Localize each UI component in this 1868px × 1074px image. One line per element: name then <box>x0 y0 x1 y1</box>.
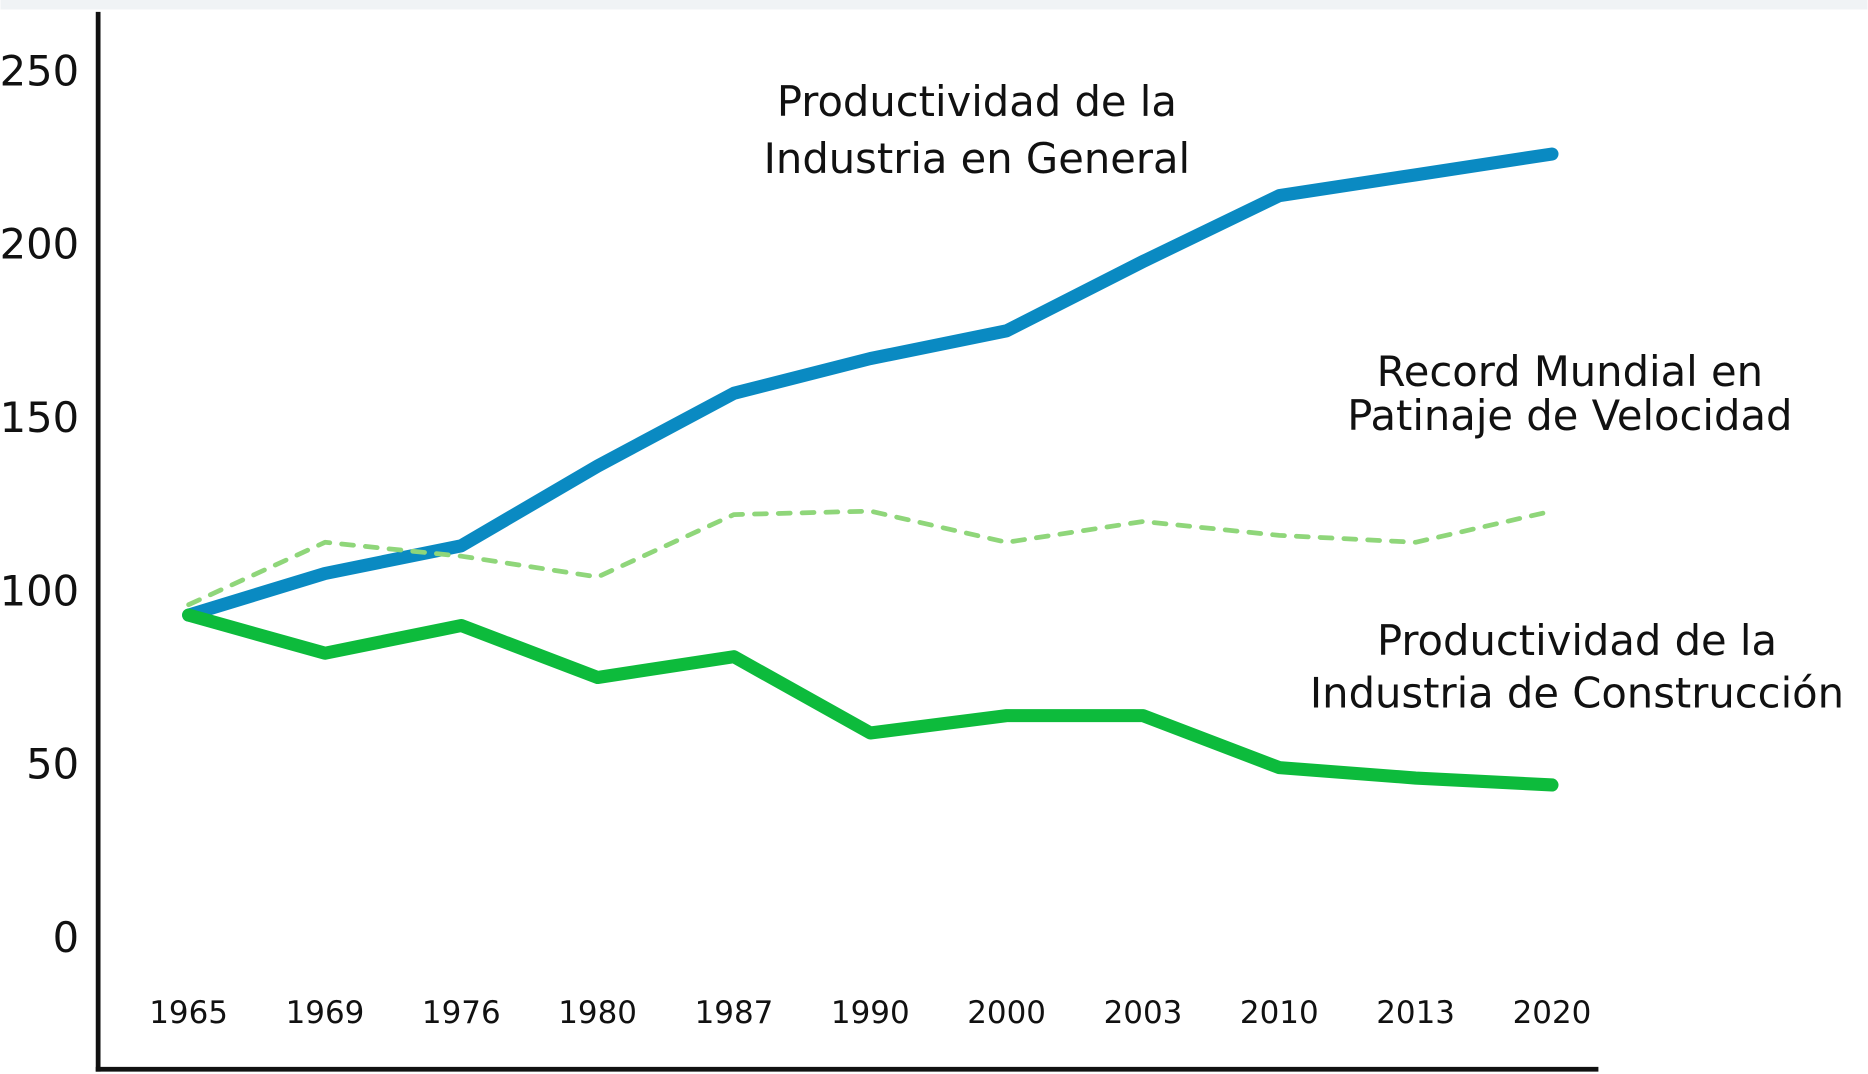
annotation: Record Mundial en <box>1377 347 1763 396</box>
series-line <box>182 608 1559 792</box>
x-tick-label: 1965 <box>149 995 228 1031</box>
x-tick-label: 2020 <box>1513 995 1592 1031</box>
annotation: Industria de Construcción <box>1310 669 1844 718</box>
annotation: Industria en General <box>764 134 1190 183</box>
y-tick-label: 250 <box>0 46 79 95</box>
x-tick-label: 1987 <box>695 995 774 1031</box>
x-tick-label: 2003 <box>1104 995 1183 1031</box>
x-tick-label: 1976 <box>422 995 501 1031</box>
x-tick-label: 2013 <box>1376 995 1455 1031</box>
series-line <box>182 147 1559 622</box>
annotation: Productividad de la <box>1377 616 1777 665</box>
x-tick-label: 2000 <box>967 995 1046 1031</box>
x-tick-label: 1980 <box>558 995 637 1031</box>
x-tick-label: 1990 <box>831 995 910 1031</box>
y-tick-label: 200 <box>0 220 79 269</box>
y-tick-label: 0 <box>53 913 80 962</box>
annotation: Patinaje de Velocidad <box>1347 391 1792 440</box>
y-tick-label: 150 <box>0 393 79 442</box>
y-tick-label: 100 <box>0 566 79 615</box>
y-tick-label: 50 <box>26 740 79 789</box>
series-line <box>186 508 1555 608</box>
x-tick-label: 2010 <box>1240 995 1319 1031</box>
x-tick-label: 1969 <box>286 995 365 1031</box>
top-band <box>0 0 1868 10</box>
annotation: Productividad de la <box>777 77 1177 126</box>
